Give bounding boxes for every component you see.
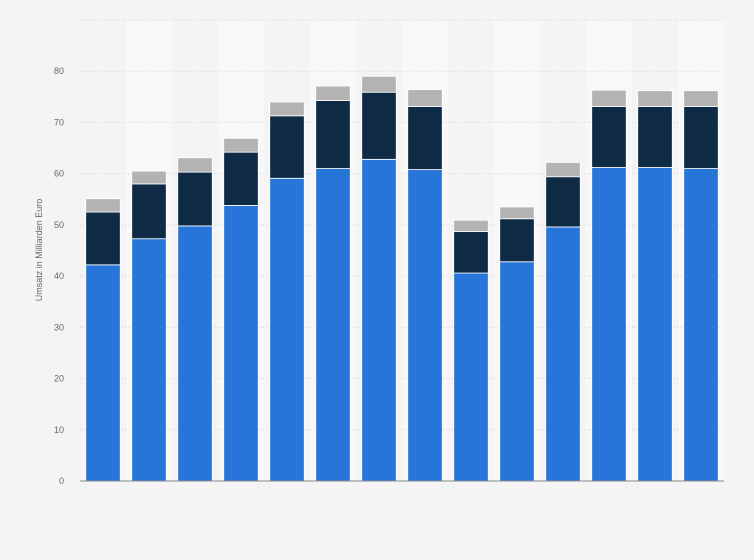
bar-segment-series-1[interactable] — [223, 205, 259, 482]
y-tick-label: 80 — [54, 66, 64, 76]
bar-segment-series-2[interactable] — [407, 106, 443, 170]
bar-segment-series-1[interactable] — [453, 272, 489, 482]
bar-segment-series-3[interactable] — [407, 89, 443, 107]
category-bands — [80, 20, 724, 481]
y-axis-title: Umsatz in Milliarden Euro — [34, 199, 44, 302]
bar-segment-series-3[interactable] — [131, 170, 167, 185]
bar-segment-series-2[interactable] — [453, 231, 489, 274]
bar-segment-series-2[interactable] — [683, 106, 719, 169]
bar-segment-series-2[interactable] — [131, 183, 167, 240]
bars — [85, 75, 719, 482]
y-tick-label: 30 — [54, 322, 64, 332]
bar-segment-series-3[interactable] — [177, 157, 213, 173]
bar-segment-series-2[interactable] — [591, 106, 627, 168]
bar-segment-series-2[interactable] — [315, 100, 351, 169]
bar-segment-series-1[interactable] — [407, 169, 443, 482]
y-tick-label: 20 — [54, 374, 64, 384]
bar-segment-series-1[interactable] — [269, 177, 305, 482]
bar-segment-series-3[interactable] — [269, 101, 305, 117]
bar-segment-series-2[interactable] — [361, 91, 397, 160]
bar-segment-series-2[interactable] — [545, 176, 581, 228]
bar-segment-series-3[interactable] — [223, 137, 259, 153]
bar-segment-series-3[interactable] — [683, 90, 719, 107]
gridlines — [80, 19, 724, 431]
bar-segment-series-1[interactable] — [637, 167, 673, 482]
bar-segment-series-1[interactable] — [545, 226, 581, 482]
bar-segment-series-3[interactable] — [637, 90, 673, 107]
bar-segment-series-3[interactable] — [499, 206, 535, 220]
bar-segment-series-1[interactable] — [361, 158, 397, 482]
y-tick-label: 60 — [54, 169, 64, 179]
bar-segment-series-3[interactable] — [315, 85, 351, 101]
bar-segment-series-2[interactable] — [499, 218, 535, 263]
y-tick-label: 10 — [54, 425, 64, 435]
bar-segment-series-1[interactable] — [131, 238, 167, 482]
bar-segment-series-1[interactable] — [85, 264, 121, 482]
bar-segment-series-2[interactable] — [85, 211, 121, 266]
bar-segment-series-2[interactable] — [637, 106, 673, 168]
y-tick-label: 0 — [59, 476, 64, 486]
bar-segment-series-3[interactable] — [545, 161, 581, 178]
bar-segment-series-1[interactable] — [177, 225, 213, 482]
bar-segment-series-3[interactable] — [361, 75, 397, 93]
y-axis-ticks: 0 10 20 30 40 50 60 70 80 — [54, 66, 64, 486]
bar-segment-series-2[interactable] — [223, 151, 259, 206]
bar-segment-series-2[interactable] — [177, 171, 213, 227]
bar-segment-series-1[interactable] — [683, 168, 719, 482]
bar-segment-series-3[interactable] — [453, 219, 489, 232]
y-tick-label: 70 — [54, 117, 64, 127]
bar-segment-series-3[interactable] — [85, 198, 121, 213]
bar-segment-series-3[interactable] — [591, 89, 627, 107]
bar-segment-series-2[interactable] — [269, 115, 305, 179]
bar-segment-series-1[interactable] — [499, 261, 535, 482]
bar-segment-series-1[interactable] — [315, 168, 351, 482]
y-tick-label: 50 — [54, 220, 64, 230]
bar-segment-series-1[interactable] — [591, 167, 627, 482]
y-tick-label: 40 — [54, 271, 64, 281]
